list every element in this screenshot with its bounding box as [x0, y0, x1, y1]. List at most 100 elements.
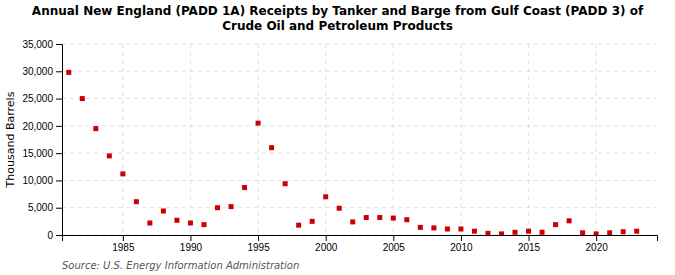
- y-tick-mark: [56, 180, 62, 181]
- grid-line-x: [460, 44, 461, 235]
- point: [553, 222, 558, 227]
- point: [283, 181, 288, 186]
- point: [93, 126, 98, 131]
- y-tick-mark: [56, 126, 62, 127]
- y-tick-label: 15,000: [22, 148, 53, 159]
- y-axis-title: Thousand Barrels: [4, 91, 17, 188]
- point: [147, 220, 152, 225]
- y-tick: 35,000: [22, 39, 62, 50]
- point: [621, 229, 626, 234]
- x-tick-mark: [393, 235, 394, 241]
- x-tick: 2010: [450, 235, 473, 253]
- x-tick: 2015: [518, 235, 541, 253]
- point: [201, 222, 206, 227]
- x-tick-label: 2000: [315, 242, 338, 253]
- x-tick-label: 1995: [247, 242, 270, 253]
- point: [445, 226, 450, 231]
- title-line: Crude Oil and Petroleum Products: [222, 19, 453, 33]
- grid-line-x: [325, 44, 326, 235]
- x-tick: 1995: [247, 235, 270, 253]
- y-axis-line: [56, 45, 63, 236]
- point: [594, 231, 599, 235]
- y-tick-mark: [56, 44, 62, 45]
- x-tick-mark: [596, 235, 597, 241]
- point: [242, 185, 247, 190]
- title-line: Annual New England (PADD 1A) Receipts by…: [32, 4, 644, 18]
- title: Annual New England (PADD 1A) Receipts by…: [32, 4, 644, 33]
- point: [256, 121, 261, 126]
- grid-line-x: [122, 44, 123, 235]
- point: [431, 225, 436, 230]
- source: Source: U.S. Energy Information Administ…: [62, 260, 299, 271]
- y-tick: 25,000: [22, 93, 62, 104]
- y-tick-mark: [56, 153, 62, 154]
- y-tick-mark: [56, 235, 62, 236]
- point: [323, 194, 328, 199]
- point: [458, 226, 463, 231]
- y-tick-label: 5,000: [28, 202, 53, 213]
- point: [526, 229, 531, 234]
- grid-line-y: [62, 153, 657, 154]
- grid-line-y: [62, 125, 657, 126]
- point: [418, 225, 423, 230]
- y-tick-label: 20,000: [22, 121, 53, 132]
- x-tick-mark: [326, 235, 327, 241]
- x-tick-label: 2010: [450, 242, 473, 253]
- grid-line-y: [62, 98, 657, 99]
- y-tick-mark: [56, 208, 62, 209]
- point: [134, 199, 139, 204]
- y-tick: 10,000: [22, 175, 62, 186]
- grid-line-x: [393, 44, 394, 235]
- point: [107, 153, 112, 158]
- x-tick: 1985: [112, 235, 135, 253]
- point: [634, 229, 639, 234]
- x-tick: 1990: [180, 235, 203, 253]
- x-tick-mark: [258, 235, 259, 241]
- point: [337, 206, 342, 211]
- x-tick-label: 2005: [383, 242, 406, 253]
- y-tick-label: 30,000: [22, 66, 53, 77]
- chart: Annual New England (PADD 1A) Receipts by…: [0, 0, 675, 275]
- plot-area: 1985 1990 1995 2000 2005 2010 2015 2020 0 5,000 10…: [22, 39, 657, 253]
- point: [350, 219, 355, 224]
- point: [567, 218, 572, 223]
- x-tick-label: 1990: [180, 242, 203, 253]
- point: [269, 145, 274, 150]
- grid: [62, 44, 657, 235]
- grid-line-y: [62, 71, 657, 72]
- point: [377, 215, 382, 220]
- x-axis: 1985 1990 1995 2000 2005 2010 2015 2020: [63, 235, 658, 253]
- point: [215, 205, 220, 210]
- point: [229, 204, 234, 209]
- point: [607, 230, 612, 235]
- x-tick-label: 2020: [586, 242, 609, 253]
- x-tick-mark: [461, 235, 462, 241]
- grid-line-x: [528, 44, 529, 235]
- point: [80, 96, 85, 101]
- point: [391, 216, 396, 221]
- point: [188, 220, 193, 225]
- grid-line-y: [62, 207, 657, 208]
- y-tick-mark: [56, 71, 62, 72]
- point: [499, 231, 504, 235]
- y-tick-label: 35,000: [22, 39, 53, 50]
- y-tick-label: 25,000: [22, 93, 53, 104]
- x-tick: 2005: [383, 235, 406, 253]
- x-tick-mark: [190, 235, 191, 241]
- y-axis: 0 5,000 10,000 15,000 20,000 25,000 30,000 35,0…: [22, 39, 62, 241]
- y-tick: 0: [47, 230, 62, 241]
- point: [296, 223, 301, 228]
- y-tick-mark: [56, 99, 62, 100]
- point: [485, 231, 490, 235]
- point: [472, 229, 477, 234]
- point: [174, 218, 179, 223]
- point: [540, 230, 545, 235]
- y-tick: 30,000: [22, 66, 62, 77]
- point: [404, 217, 409, 222]
- x-axis-line: [63, 236, 658, 242]
- grid-line-y: [62, 44, 657, 45]
- point: [66, 70, 71, 75]
- point: [310, 219, 315, 224]
- x-tick-mark: [529, 235, 530, 241]
- grid-line-x: [190, 44, 191, 235]
